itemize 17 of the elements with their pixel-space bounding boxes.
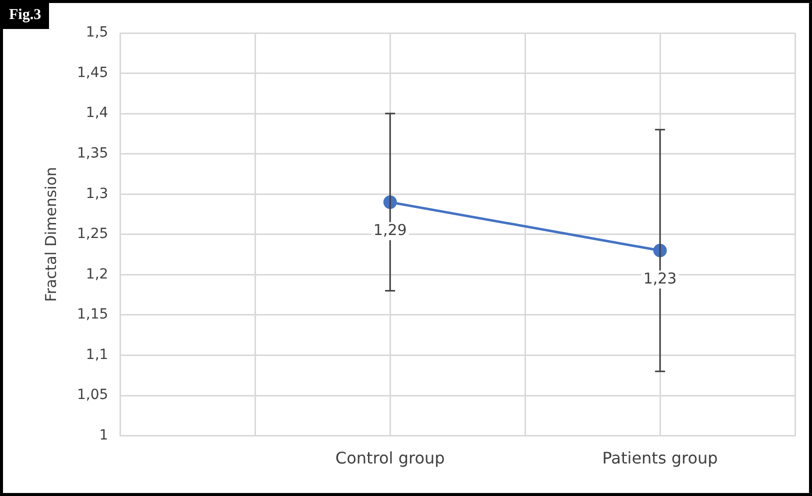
data-label: 1,29 bbox=[373, 221, 407, 240]
y-tick-label: 1,2 bbox=[86, 266, 108, 282]
data-label: 1,23 bbox=[643, 269, 677, 288]
y-tick-label: 1,1 bbox=[86, 346, 108, 363]
y-tick-label: 1,5 bbox=[86, 24, 108, 41]
y-tick-label: 1 bbox=[99, 427, 108, 444]
x-tick-label: Control group bbox=[335, 448, 445, 468]
y-tick-label: 1,4 bbox=[86, 105, 108, 122]
y-tick-label: 1,25 bbox=[77, 226, 108, 242]
y-tick-label: 1,15 bbox=[77, 306, 108, 323]
x-tick-label: Patients group bbox=[602, 448, 718, 468]
y-tick-label: 1,45 bbox=[77, 64, 108, 81]
y-tick-label: 1,05 bbox=[77, 387, 108, 404]
caption: Fig.3 bbox=[3, 3, 50, 29]
y-tick-label: 1,35 bbox=[77, 145, 108, 162]
y-tick-label: 1,3 bbox=[86, 186, 108, 202]
y-axis-title: Fractal Dimension bbox=[42, 166, 60, 302]
